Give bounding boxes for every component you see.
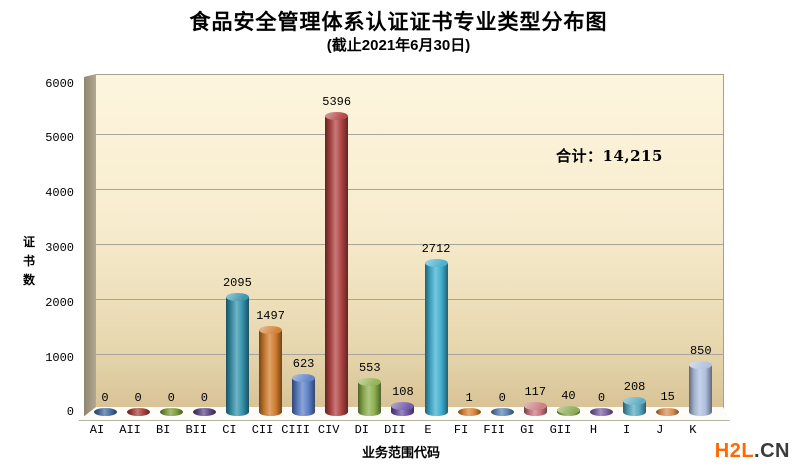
bar-DI (358, 381, 382, 412)
bar-value-DI: 553 (358, 360, 381, 375)
gridline-5000 (96, 134, 723, 136)
y-tick-2000: 2000 (45, 295, 74, 310)
bar-value-FI: 1 (465, 390, 473, 405)
x-tick-BII: BII (185, 423, 208, 437)
bar-base-DII (391, 408, 415, 416)
bar-cap-I (623, 396, 647, 405)
bar-base-BII (192, 408, 216, 416)
gridline-1000 (96, 353, 723, 355)
x-tick-CIII: CIII (281, 423, 310, 437)
x-tick-GII: GII (549, 423, 572, 437)
bar-base-K (689, 408, 713, 416)
y-tick-0: 0 (66, 405, 74, 420)
x-tick-K: K (689, 423, 697, 437)
bar-value-CIV: 5396 (322, 95, 352, 110)
x-tick-DI: DI (354, 423, 369, 437)
bar-value-J: 15 (660, 390, 675, 405)
bar-cap-DII (391, 402, 415, 411)
bar-value-I: 208 (623, 379, 646, 394)
x-tick-I: I (622, 423, 631, 437)
x-tick-AI: AI (89, 423, 105, 437)
bar-cap-E (424, 259, 448, 268)
x-tick-FII: FII (483, 423, 505, 437)
bar-value-E: 2712 (421, 242, 451, 257)
bar-value-BI: 0 (167, 391, 175, 405)
bar-base-GI (523, 408, 547, 416)
x-tick-E: E (424, 423, 432, 437)
bar-value-CI: 2095 (222, 276, 252, 291)
x-tick-BI: BI (155, 423, 171, 437)
bar-cap-GI (523, 401, 547, 410)
bar-cap-CII (259, 325, 282, 334)
bar-CIV (325, 116, 349, 412)
bar-I (623, 400, 647, 412)
x-tick-GI: GI (520, 423, 535, 437)
bar-base-FI (457, 408, 481, 416)
y-tick-6000: 6000 (45, 76, 74, 91)
x-tick-H: H (589, 423, 598, 437)
y-tick-5000: 5000 (45, 131, 74, 146)
gridline-3000 (96, 243, 723, 245)
bar-CII (259, 329, 282, 412)
chart-title: 食品安全管理体系认证证书专业类型分布图 (189, 11, 608, 34)
gridline-2000 (96, 298, 723, 300)
bar-base-FII (490, 408, 514, 416)
bar-cap-CIII (292, 373, 316, 382)
x-tick-CII: CII (251, 423, 274, 437)
bar-value-AI: 0 (101, 391, 109, 405)
bar-cap-K (689, 361, 713, 370)
bar-value-BII: 0 (200, 391, 208, 405)
gridline-4000 (96, 189, 723, 191)
bar-base-J (656, 408, 680, 416)
y-tick-1000: 1000 (45, 350, 74, 365)
bar-CIII (292, 377, 316, 412)
bar-value-K: 850 (689, 344, 712, 359)
y-tick-3000: 3000 (45, 240, 74, 255)
bar-base-H (590, 408, 613, 416)
bar-cap-DI (358, 377, 382, 386)
bar-base-BI (159, 408, 183, 416)
bar-value-CII: 1497 (256, 308, 285, 323)
bar-cap-CI (225, 293, 249, 302)
x-tick-AII: AII (119, 423, 141, 437)
bar-base-AI (93, 408, 117, 416)
bar-base-CII (259, 408, 282, 416)
bar-value-FII: 0 (498, 391, 506, 405)
bar-value-GI: 117 (524, 384, 547, 399)
bar-value-CIII: 623 (292, 356, 315, 371)
watermark-logo: H2L.CN (715, 440, 790, 463)
bar-value-AII: 0 (134, 391, 142, 405)
bar-E (424, 263, 448, 412)
bar-base-AII (126, 408, 150, 416)
bar-base-DI (358, 408, 382, 416)
plot-side-wall (84, 74, 96, 420)
x-tick-FI: FI (453, 423, 469, 437)
x-tick-DII: DII (384, 423, 406, 437)
x-axis-title: 业务范围代码 (361, 445, 440, 460)
bar-base-CI (225, 408, 249, 416)
bar-K (689, 365, 713, 412)
y-tick-4000: 4000 (45, 186, 74, 201)
chart-subtitle: (截止2021年6月30日) (326, 37, 471, 54)
bar-value-GII: 40 (561, 388, 576, 403)
total-annotation: 合计：14,215 (556, 147, 663, 165)
bar-cap-CIV (325, 112, 349, 121)
x-tick-J: J (656, 423, 664, 437)
bar-CI (225, 297, 249, 412)
watermark-primary: H2L (714, 440, 755, 462)
bar-value-H: 0 (597, 391, 606, 405)
x-tick-CI: CI (222, 423, 237, 437)
bar-base-E (424, 408, 448, 416)
bar-value-DII: 108 (392, 385, 414, 400)
x-tick-CIV: CIV (317, 423, 340, 437)
bar-base-CIV (325, 408, 349, 416)
watermark-secondary: .CN (754, 440, 790, 462)
bar-base-CIII (292, 408, 316, 416)
bar-base-I (623, 408, 647, 416)
bar-cap-GII (556, 405, 580, 414)
y-axis-title: 证书数 (22, 235, 35, 287)
